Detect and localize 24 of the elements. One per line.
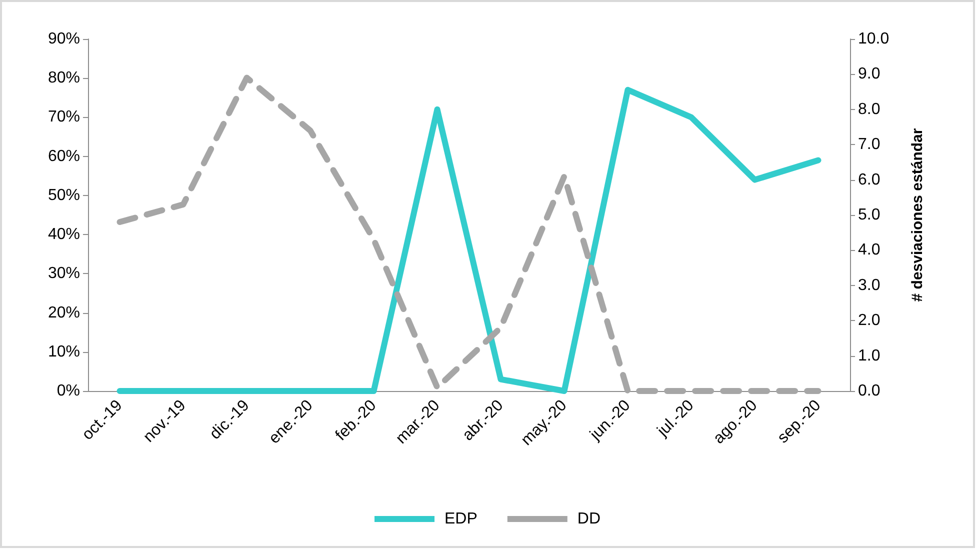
y2-axis-title: # desviaciones estándar <box>909 128 926 302</box>
y-tick-label: 80% <box>48 70 80 87</box>
y-tick-label: 30% <box>48 265 80 282</box>
y-tick-label: 60% <box>48 148 80 165</box>
y2-tick-label: 1.0 <box>858 347 880 364</box>
y2-tick-label: 4.0 <box>858 242 880 259</box>
y2-tick-label: 9.0 <box>858 66 880 83</box>
y-tick-label: 20% <box>48 304 80 322</box>
y-tick-label: 40% <box>48 226 80 244</box>
y2-tick-label: 10.0 <box>858 30 890 48</box>
y2-tick-label: 6.0 <box>858 171 880 188</box>
y2-tick-label: 7.0 <box>858 136 880 154</box>
y-tick-label: 0% <box>56 382 80 400</box>
legend-label: EDP <box>444 510 478 528</box>
y-tick-label: 50% <box>48 186 80 204</box>
y-tick-label: 70% <box>48 108 80 126</box>
y2-tick-label: 3.0 <box>858 276 880 294</box>
y2-tick-label: 2.0 <box>858 312 880 330</box>
y2-tick-label: 5.0 <box>858 206 880 224</box>
y2-tick-label: 0.0 <box>858 382 880 400</box>
y-tick-label: 90% <box>48 30 80 48</box>
y2-tick-label: 8.0 <box>858 100 880 118</box>
y-tick-label: 10% <box>48 343 80 360</box>
legend-label: DD <box>577 510 601 528</box>
